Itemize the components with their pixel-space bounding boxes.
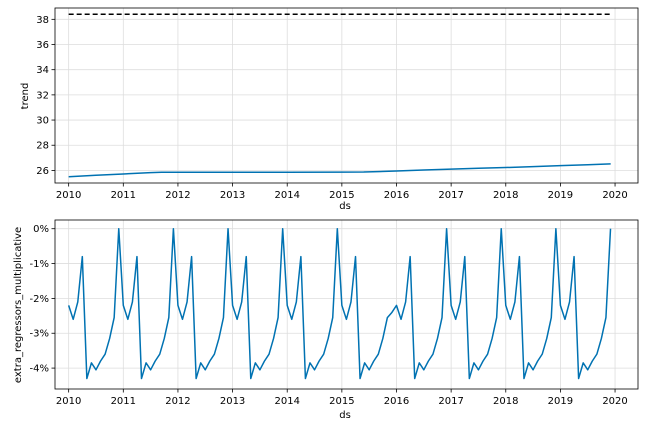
trend-y-axis-label: trend <box>20 83 31 110</box>
trend-x-tick-label: 2019 <box>548 190 573 201</box>
trend-x-tick-label: 2014 <box>274 190 299 201</box>
trend-x-tick-label: 2016 <box>384 190 409 201</box>
trend-x-axis-label: ds <box>339 201 351 212</box>
extra-regressors-x-tick-label: 2020 <box>602 396 627 407</box>
extra-regressors-plot-frame <box>54 219 639 390</box>
trend-x-tick-label: 2015 <box>329 190 354 201</box>
trend-y-tick-label: 28 <box>36 141 49 152</box>
extra-regressors-plot-area <box>55 220 638 389</box>
extra-regressors-x-tick-label: 2018 <box>493 396 518 407</box>
extra-regressors-x-axis-label: ds <box>339 410 351 421</box>
extra-regressors-y-tick-label: -3% <box>30 329 49 340</box>
extra-regressors-series <box>67 227 612 380</box>
trend-x-tick-label: 2010 <box>56 190 81 201</box>
trend-plot-frame <box>54 7 639 184</box>
extra-regressors-y-tick-label: -2% <box>30 294 49 305</box>
extra-regressors-x-tick-label: 2014 <box>274 396 299 407</box>
extra-regressors-y-axis-label: extra_regressors_multiplicative <box>13 227 24 383</box>
extra-regressors-x-tick-label: 2015 <box>329 396 354 407</box>
trend-y-tick-label: 38 <box>36 15 49 26</box>
extra-regressors-panel: 2010 2011 2012 2013 2014 2015 2016 2017 2018 2019… <box>13 219 639 421</box>
extra-regressors-y-tick-label: -1% <box>30 259 49 270</box>
trend-plot-area <box>55 8 638 183</box>
trend-y-tick-label: 26 <box>36 166 49 177</box>
extra-regressors-series-line <box>67 227 612 380</box>
extra-regressors-y-tick-label: 0% <box>33 224 49 235</box>
trend-x-tick-label: 2012 <box>165 190 190 201</box>
trend-series <box>68 13 611 178</box>
trend-y-tick-label: 36 <box>36 40 49 51</box>
trend-x-tick-label: 2017 <box>438 190 463 201</box>
trend-x-tick-label: 2013 <box>220 190 245 201</box>
extra-regressors-x-tick-label: 2012 <box>165 396 190 407</box>
trend-grid <box>55 8 638 183</box>
extra-regressors-y-tick-label: -4% <box>30 364 49 375</box>
extra-regressors-x-tick-label: 2017 <box>438 396 463 407</box>
trend-y-tick-label: 32 <box>36 90 49 101</box>
extra-regressors-x-tick-label: 2013 <box>220 396 245 407</box>
trend-x-tick-label: 2011 <box>111 190 136 201</box>
trend-x-tick-label: 2020 <box>602 190 627 201</box>
extra-regressors-x-tick-label: 2011 <box>111 396 136 407</box>
trend-x-tick-label: 2018 <box>493 190 518 201</box>
extra-regressors-x-tick-label: 2010 <box>56 396 81 407</box>
extra-regressors-ticks: 2010 2011 2012 2013 2014 2015 2016 2017 2018 2019… <box>30 224 628 407</box>
trend-y-tick-label: 34 <box>36 65 49 76</box>
trend-series-line <box>68 163 611 178</box>
trend-ticks: 2010 2011 2012 2013 2014 2015 2016 2017 2018 2019… <box>36 15 628 201</box>
extra-regressors-x-tick-label: 2016 <box>384 396 409 407</box>
extra-regressors-x-tick-label: 2019 <box>548 396 573 407</box>
trend-y-tick-label: 30 <box>36 116 49 127</box>
trend-panel: 2010 2011 2012 2013 2014 2015 2016 2017 2018 2019… <box>20 7 639 212</box>
